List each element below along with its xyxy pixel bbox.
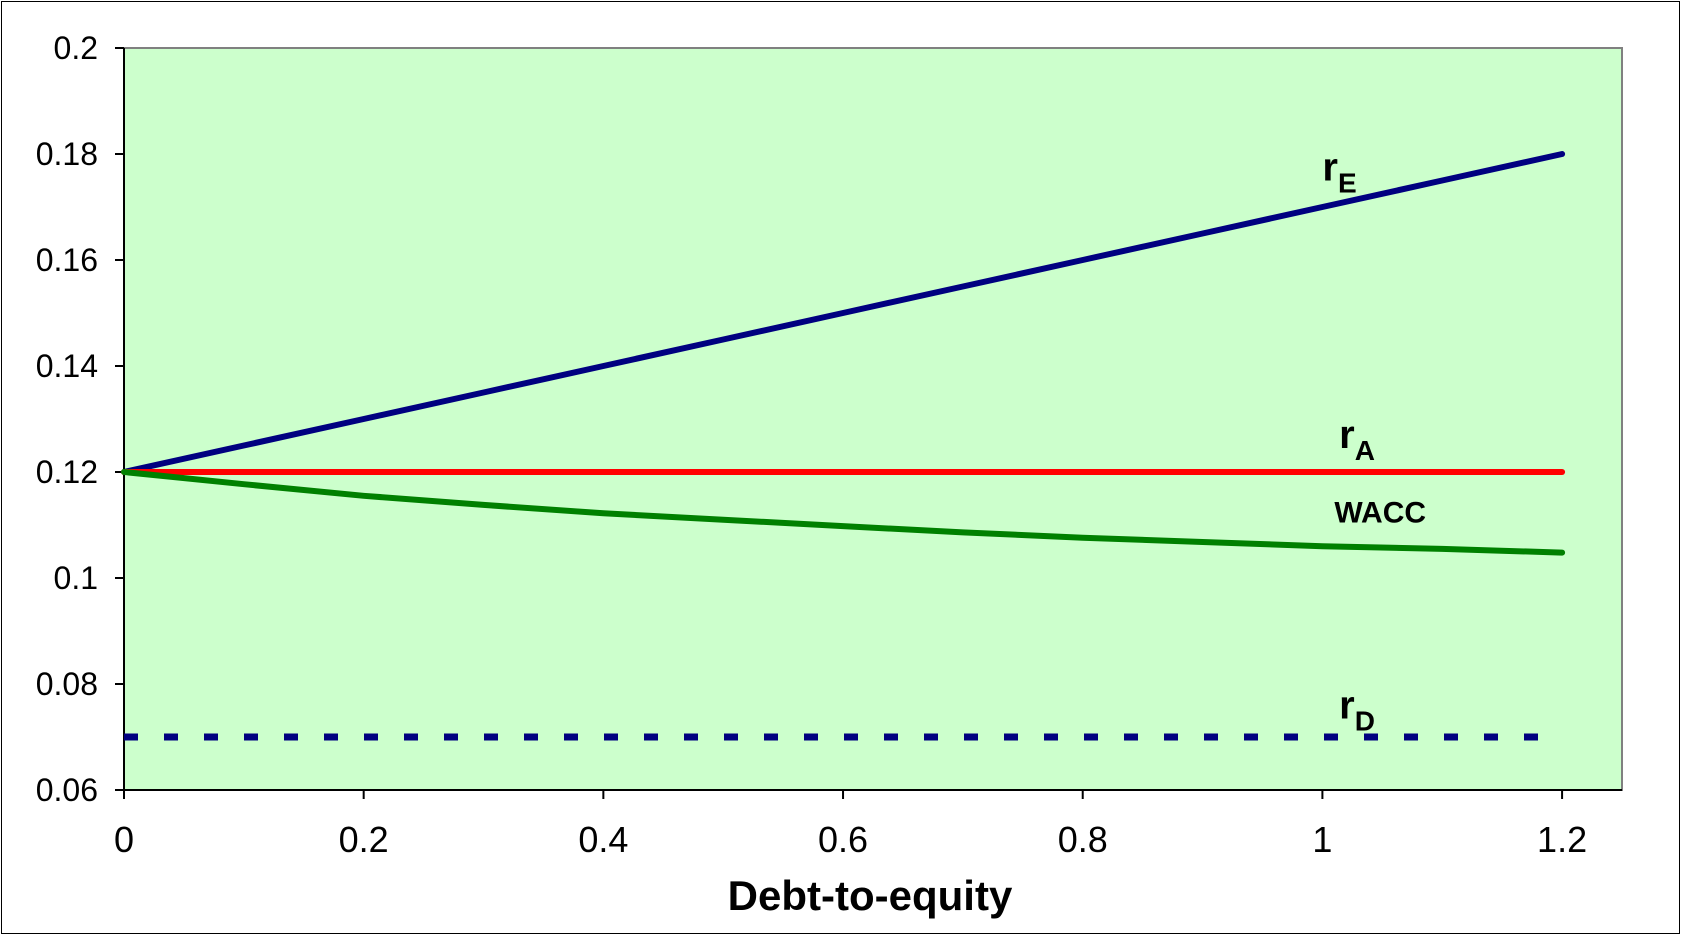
x-tick-label: 1 <box>1312 819 1332 860</box>
series-label-rA: rA <box>1339 413 1375 466</box>
x-axis-title: Debt-to-equity <box>728 872 1013 919</box>
y-tick-label: 0.08 <box>36 666 98 702</box>
series-line-wacc <box>121 469 1566 556</box>
series-label-rD: rD <box>1339 683 1375 736</box>
y-tick-label: 0.14 <box>36 348 98 384</box>
series-line-rE <box>121 151 1566 475</box>
series-label-rE: rE <box>1322 146 1356 199</box>
x-tick-label: 0.8 <box>1058 819 1108 860</box>
x-tick-label: 0.6 <box>818 819 868 860</box>
x-tick-label: 0.2 <box>339 819 389 860</box>
y-tick-label: 0.18 <box>36 136 98 172</box>
series-label-main: r <box>1339 683 1355 727</box>
x-tick-label: 0.4 <box>578 819 628 860</box>
y-tick-label: 0.06 <box>36 772 98 808</box>
series-label-main: r <box>1322 146 1338 190</box>
x-tick-label: 1.2 <box>1537 819 1587 860</box>
series-label-wacc: WACC <box>1334 496 1426 529</box>
series-label-main: r <box>1339 413 1355 457</box>
series-layer <box>121 151 1566 741</box>
y-tick-label: 0.16 <box>36 242 98 278</box>
series-label-sub: E <box>1338 168 1357 199</box>
series-label-sub: A <box>1355 435 1375 466</box>
y-axis-ticks: 0.06 0.08 0.1 0.12 0.14 0.16 0.18 0.2 <box>36 30 124 808</box>
plot-area <box>123 47 1623 791</box>
x-tick-label: 0 <box>114 819 134 860</box>
y-tick-label: 0.1 <box>54 560 98 596</box>
x-axis-ticks: 0 0.2 0.4 0.6 0.8 1 1.2 <box>114 790 1587 860</box>
axes <box>123 48 1622 791</box>
series-label-sub: D <box>1355 705 1375 736</box>
y-tick-label: 0.12 <box>36 454 98 490</box>
y-tick-label: 0.2 <box>54 30 98 66</box>
